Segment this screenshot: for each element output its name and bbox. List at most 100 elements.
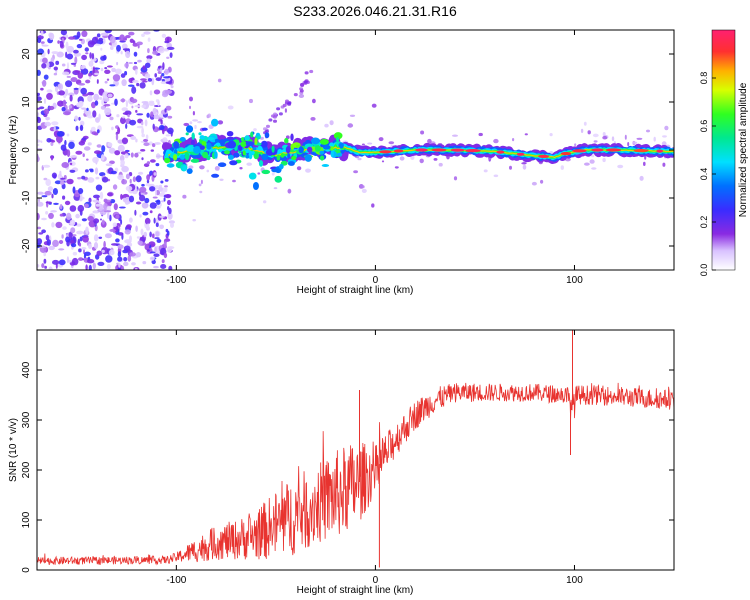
spectrogram-noise-blob — [68, 105, 73, 109]
spectrogram-signal-blob — [193, 146, 202, 154]
spectrogram-signal-blob — [199, 135, 205, 140]
spectrogram-peak-blob — [431, 148, 447, 152]
spectrogram-noise-blob — [69, 162, 73, 166]
spectrogram-noise-blob — [77, 83, 86, 86]
spectrogram-noise-blob — [128, 31, 135, 36]
spectrogram-noise-blob — [53, 66, 58, 71]
snr-x-ticks: -100 0 100 — [166, 330, 583, 586]
spectrogram-noise-blob — [87, 215, 94, 222]
spectrogram-noise-blob — [116, 114, 120, 118]
spectrogram-noise-blob — [189, 121, 193, 125]
spectrogram-noise-blob — [88, 243, 92, 249]
spectrogram-noise-blob — [164, 185, 168, 188]
spectrogram-noise-blob — [48, 266, 53, 270]
spectrogram-noise-blob — [131, 86, 137, 94]
spectrogram-noise-blob — [81, 54, 87, 61]
spectrogram-noise-blob — [103, 210, 112, 213]
spectrogram-noise-blob — [522, 164, 527, 170]
spectrogram-noise-blob — [61, 162, 69, 168]
spectrogram-noise-blob — [146, 161, 151, 165]
spectrogram-peak-blob — [379, 150, 392, 154]
spectrogram-noise-blob — [85, 52, 89, 55]
spectrogram-noise-blob — [284, 108, 287, 113]
spectrogram-noise-blob — [94, 72, 99, 76]
spectrogram-signal-blob — [248, 172, 257, 180]
spectrogram-noise-blob — [98, 113, 101, 121]
snr-frame — [36, 329, 675, 571]
spectrogram-noise-blob — [70, 62, 77, 65]
spectrogram-noise-blob — [167, 115, 173, 119]
spectrogram-signal-blob — [185, 145, 195, 152]
spectrogram-noise-blob — [82, 235, 89, 243]
spectrogram-noise-blob — [43, 74, 49, 80]
spectrogram-signal-blob — [184, 152, 190, 161]
spectrogram-noise-blob — [161, 33, 167, 38]
spectrogram-x-label: Height of straight line (km) — [297, 285, 414, 296]
spectrogram-noise-blob — [70, 227, 76, 234]
spectrogram-noise-blob — [79, 198, 83, 202]
spectrogram-noise-blob — [68, 36, 76, 40]
spectrogram-noise-blob — [45, 178, 51, 187]
spectrogram-noise-blob — [98, 236, 103, 239]
spectrogram-noise-blob — [136, 82, 140, 87]
spectrogram-noise-blob — [119, 206, 126, 209]
spectrogram-signal-blob — [214, 138, 219, 143]
spectrogram-noise-blob — [118, 262, 121, 268]
spectrogram-noise-blob — [107, 93, 113, 98]
spectrogram-noise-blob — [51, 51, 59, 55]
spectrogram-noise-blob — [121, 137, 129, 145]
spectrogram-y-tick-label: -10 — [21, 190, 32, 205]
spectrogram-noise-blob — [76, 44, 83, 49]
spectrogram-noise-blob — [46, 92, 53, 100]
spectrogram-noise-blob — [141, 121, 144, 126]
spectrogram-noise-blob — [159, 125, 165, 130]
spectrogram-signal-blob — [245, 141, 255, 146]
spectrogram-noise-blob — [155, 77, 162, 82]
spectrogram-noise-blob — [164, 179, 169, 182]
spectrogram-noise-blob — [52, 239, 59, 247]
spectrogram-noise-blob — [131, 262, 136, 266]
spectrogram-noise-blob — [158, 215, 165, 218]
spectrogram-noise-blob — [627, 142, 630, 147]
spectrogram-noise-blob — [37, 37, 42, 44]
spectrogram-noise-blob — [287, 188, 292, 194]
spectrogram-signal-blob — [290, 133, 294, 141]
spectrogram-noise-blob — [265, 129, 269, 134]
spectrogram-signal-blob — [229, 160, 238, 166]
spectrogram-noise-blob — [88, 264, 92, 270]
spectrogram-noise-blob — [57, 83, 62, 89]
snr-panel: -100 0 100 0 100 200 300 400 Height of straigh… — [8, 329, 675, 596]
spectrogram-noise-blob — [154, 73, 157, 78]
spectrogram-noise-blob — [74, 56, 78, 64]
spectrogram-noise-blob — [135, 175, 142, 183]
spectrogram-noise-blob — [206, 169, 210, 173]
spectrogram-noise-blob — [81, 175, 86, 180]
spectrogram-noise-blob — [121, 179, 128, 185]
spectrogram-noise-blob — [155, 99, 159, 103]
spectrogram-noise-blob — [75, 125, 79, 131]
spectrogram-signal-blob — [271, 168, 279, 173]
spectrogram-noise-blob — [144, 197, 150, 204]
spectrogram-signal-blob — [260, 140, 268, 148]
spectrogram-noise-blob — [602, 135, 608, 140]
spectrogram-noise-blob — [115, 238, 120, 243]
spectrogram-noise-blob — [110, 199, 116, 204]
spectrogram-noise-blob — [91, 131, 98, 136]
spectrogram-signal-blob — [271, 145, 275, 153]
spectrogram-noise-blob — [249, 98, 253, 104]
spectrogram-noise-blob — [574, 143, 577, 147]
spectrogram-noise-blob — [133, 51, 138, 57]
spectrogram-signal-blob — [165, 152, 169, 158]
spectrogram-noise-blob — [145, 134, 149, 140]
spectrogram-noise-blob — [259, 136, 264, 140]
spectrogram-noise-blob — [493, 174, 499, 178]
spectrogram-noise-blob — [133, 61, 138, 65]
spectrogram-noise-blob — [85, 79, 91, 84]
spectrogram-noise-blob — [300, 83, 305, 87]
spectrogram-noise-blob — [152, 196, 158, 199]
spectrogram-noise-blob — [41, 263, 45, 269]
spectrogram-signal-blob — [164, 157, 171, 164]
spectrogram-noise-blob — [107, 192, 113, 197]
spectrogram-noise-blob — [137, 44, 140, 49]
spectrogram-noise-blob — [137, 240, 143, 246]
